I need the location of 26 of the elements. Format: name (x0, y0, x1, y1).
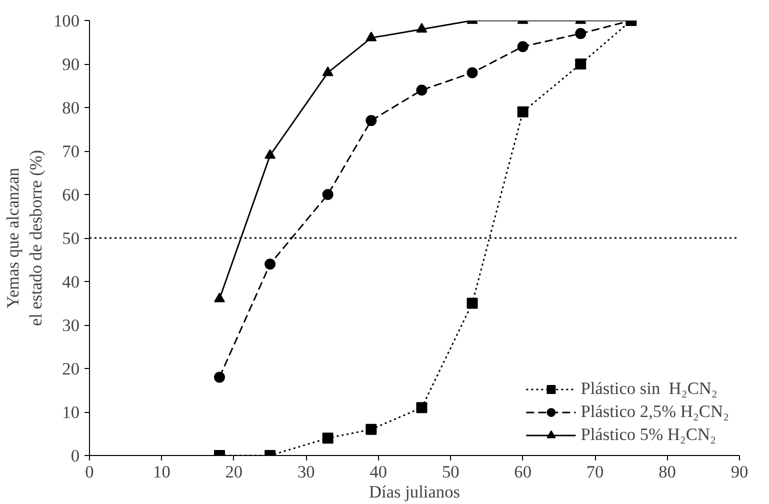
legend-label: Plástico 2,5% H₂CN₂ (580, 402, 729, 422)
x-tick-label: 10 (153, 462, 170, 482)
x-tick-label: 50 (442, 462, 460, 482)
x-tick-label: 90 (730, 462, 748, 482)
y-tick-label: 30 (62, 316, 80, 335)
y-tick-label: 20 (62, 360, 80, 378)
y-tick-label: 50 (62, 229, 80, 248)
y-tick-label: 80 (62, 98, 80, 118)
legend-label: Plástico sin H₂CN₂ (580, 379, 718, 399)
x-tick-label: 20 (225, 462, 243, 482)
y-tick-label: 10 (62, 403, 80, 422)
x-tick-label: 0 (85, 462, 94, 482)
y-tick-label: 100 (54, 12, 80, 30)
y-axis-title: Yemas que alcanzan el estado de desborre (%) (4, 150, 46, 326)
x-tick-label: 30 (298, 462, 315, 482)
x-axis-title: Días julianos (369, 482, 460, 502)
x-tick-label: 70 (586, 462, 604, 482)
y-tick-label: 70 (62, 142, 80, 161)
legend-label: Plástico 5% H₂CN₂ (580, 425, 716, 445)
x-tick-label: 40 (370, 462, 388, 482)
x-tick-label: 60 (514, 462, 532, 482)
y-tick-label: 40 (62, 272, 80, 292)
y-tick-label: 0 (70, 446, 80, 466)
x-tick-label: 80 (658, 462, 676, 482)
y-tick-label: 90 (62, 55, 80, 74)
y-tick-label: 60 (62, 186, 80, 204)
